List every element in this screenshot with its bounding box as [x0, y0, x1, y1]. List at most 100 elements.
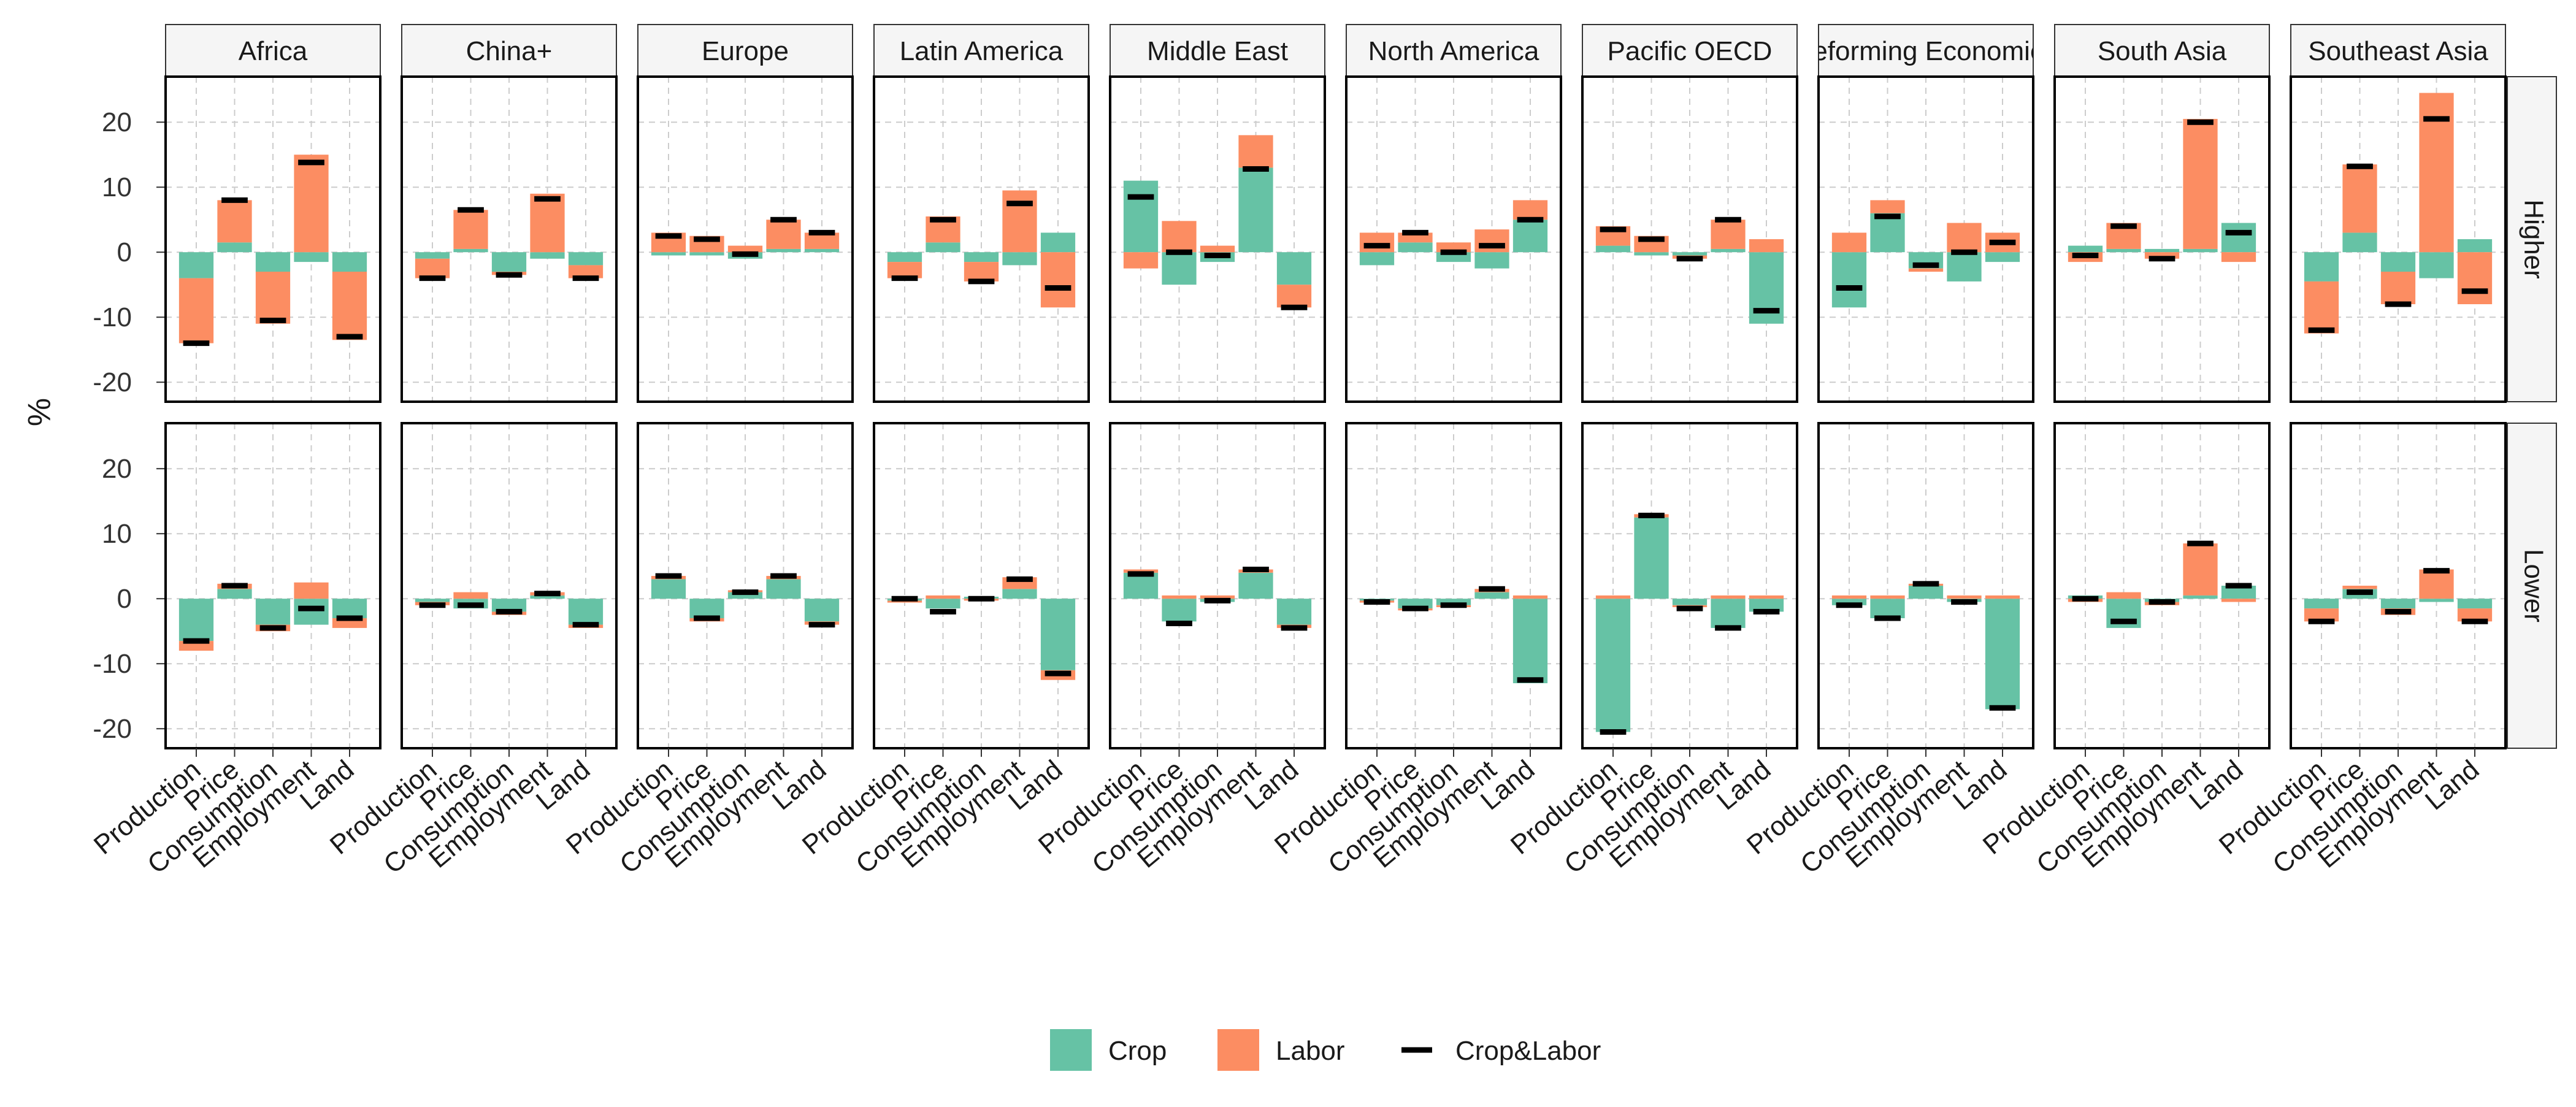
y-tick-label: -10	[93, 302, 132, 332]
bar-crop-land	[1512, 220, 1548, 253]
facet-strip-label: Europe	[702, 36, 789, 66]
bar-crop-land	[568, 599, 604, 625]
facet-strip-label: Pacific OECD	[1608, 36, 1773, 66]
panel-higher-southeast-asia	[2290, 75, 2507, 403]
bar-labor-employment	[530, 193, 565, 253]
bar-crop-land	[804, 248, 840, 253]
bar-labor-land	[2457, 608, 2493, 622]
y-axis-title: %	[22, 398, 58, 426]
bar-labor-employment	[1711, 220, 1746, 249]
bar-crop-production	[1595, 599, 1631, 732]
bar-crop-price	[217, 589, 252, 599]
bar-labor-land	[332, 272, 367, 340]
bar-labor-price	[2342, 586, 2377, 589]
bar-labor-employment	[1947, 223, 1982, 253]
bar-crop-consumption	[2380, 252, 2416, 272]
facet-strip-south-asia: South Asia	[2054, 24, 2270, 77]
bar-labor-land	[1276, 285, 1312, 308]
facet-strip-label: Middle East	[1147, 36, 1288, 66]
legend: Crop Labor Crop&Labor	[1050, 1029, 1601, 1071]
bar-crop-consumption	[255, 599, 291, 625]
bar-crop-price	[1870, 599, 1905, 618]
bar-crop-price	[689, 599, 724, 618]
bar-crop-consumption	[491, 252, 527, 272]
bar-labor-price	[1870, 200, 1905, 213]
bar-crop-land	[1276, 252, 1312, 285]
bar-crop-production	[1123, 180, 1159, 253]
y-tick-label: 10	[102, 172, 132, 202]
panel-lower-reforming-economies	[1817, 422, 2034, 749]
panel-higher-reforming-economies	[1817, 75, 2034, 403]
bar-crop-consumption	[2144, 248, 2180, 253]
legend-label-labor: Labor	[1276, 1036, 1345, 1066]
bar-labor-land	[2221, 252, 2256, 262]
facet-strip-box	[165, 24, 381, 77]
bar-crop-employment	[1711, 248, 1746, 253]
bar-crop-production	[1831, 599, 1867, 605]
bar-crop-land	[568, 252, 604, 266]
bar-crop-employment	[1711, 599, 1746, 628]
panel-lower-southeast-asia	[2290, 422, 2507, 749]
bar-labor-consumption	[1200, 245, 1235, 253]
bar-crop-employment	[2419, 252, 2454, 278]
panel-higher-europe	[637, 75, 854, 403]
bar-crop-land	[2221, 223, 2256, 253]
y-tick-label: 10	[102, 519, 132, 549]
bar-labor-employment	[766, 220, 801, 249]
row-strip-higher: Higher	[2507, 76, 2557, 402]
bar-crop-employment	[2183, 595, 2218, 599]
bar-crop-price	[1162, 252, 1197, 285]
bar-crop-production	[178, 252, 214, 278]
row-strip-label: Lower	[2518, 549, 2548, 622]
bar-labor-land	[1512, 200, 1548, 220]
bar-crop-employment	[1002, 252, 1037, 266]
panel-border	[2290, 75, 2507, 403]
bar-labor-land	[2221, 599, 2256, 602]
bar-labor-production	[1831, 595, 1867, 599]
facet-strip-europe: Europe	[637, 24, 853, 77]
facet-strip-reforming-economies: Reforming Economies	[1818, 24, 2034, 77]
panel-border	[1581, 75, 1798, 403]
bar-labor-employment	[2419, 569, 2454, 599]
panel-border	[873, 75, 1090, 403]
bar-labor-price	[1870, 595, 1905, 599]
panel-border	[164, 75, 381, 403]
bar-crop-land	[1512, 599, 1548, 683]
bar-labor-employment	[294, 155, 329, 253]
facet-strip-china: China+	[401, 24, 617, 77]
bar-crop-land	[2221, 586, 2256, 599]
legend-label-crop: Crop	[1108, 1036, 1167, 1066]
y-tick-label: -10	[93, 649, 132, 679]
bar-crop-consumption	[964, 252, 999, 262]
panel-border	[1345, 75, 1562, 403]
facet-strip-latin-america: Latin America	[873, 24, 1089, 77]
bar-crop-production	[2068, 245, 2103, 253]
bar-labor-production	[1595, 595, 1631, 599]
bar-crop-employment	[766, 248, 801, 253]
bar-crop-production	[651, 579, 686, 599]
bar-labor-production	[178, 278, 214, 343]
bar-labor-consumption	[2380, 272, 2416, 304]
facet-strip-label: Latin America	[900, 36, 1064, 66]
facet-strip-box	[637, 24, 853, 77]
bar-labor-land	[1512, 595, 1548, 599]
panel-lower-europe	[637, 422, 854, 749]
bar-labor-land	[1040, 252, 1076, 308]
bar-labor-production	[415, 258, 450, 278]
bar-labor-employment	[1002, 190, 1037, 253]
bar-crop-price	[1634, 252, 1669, 256]
panel-higher-africa	[164, 75, 381, 403]
bar-labor-production	[1123, 569, 1159, 573]
y-tick-label: 0	[117, 584, 132, 614]
facet-strip-box	[2290, 24, 2506, 77]
panel-lower-middle-east	[1109, 422, 1326, 749]
bar-crop-consumption	[727, 592, 763, 599]
facet-strip-africa: Africa	[165, 24, 381, 77]
facet-strip-label: Africa	[239, 36, 308, 66]
bar-labor-production	[887, 600, 922, 603]
panel-border	[1109, 75, 1326, 403]
row-strip-box	[2507, 423, 2557, 749]
bar-labor-employment	[1947, 595, 1982, 599]
bar-labor-employment	[1711, 595, 1746, 599]
bar-labor-consumption	[255, 272, 291, 324]
